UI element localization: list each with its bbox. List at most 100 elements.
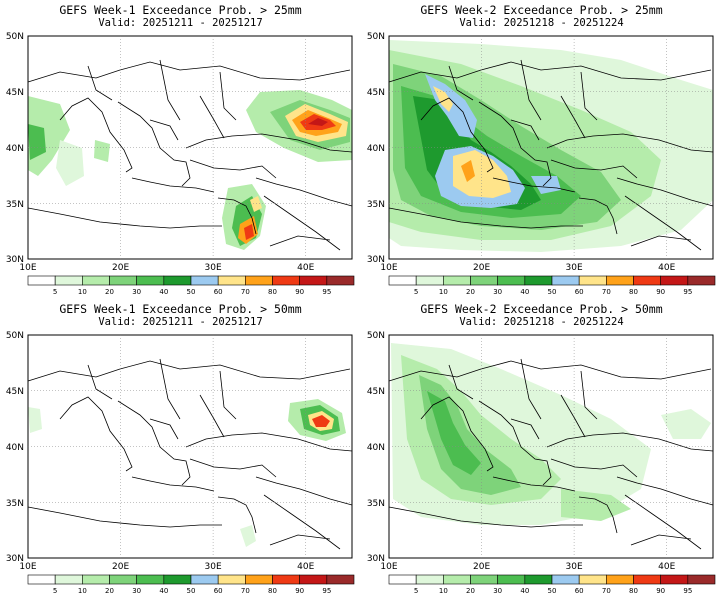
- colorbar-label: 90: [295, 587, 304, 595]
- colorbar-label: 50: [548, 587, 557, 595]
- colorbar-label: 40: [520, 587, 529, 595]
- map-week2-25mm: 50N 45N 40N 35N 30N 10E 20E 30E 40E 5 10 2…: [367, 32, 716, 296]
- colorbar-swatch: [190, 574, 219, 585]
- colorbar-swatch: [551, 574, 580, 585]
- colorbar-label: 5: [53, 288, 57, 296]
- lon-label: 40E: [297, 263, 314, 273]
- colorbar: 5 10 20 30 40 50 60 70 80 90 95: [27, 275, 355, 296]
- colorbar: 5 10 20 30 40 50 60 70 80 90 95: [27, 574, 355, 595]
- colorbar-swatch: [524, 275, 553, 286]
- lon-labels: 10E 20E 30E 40E: [380, 263, 675, 273]
- panel-valid-dates: Valid: 20251218 - 20251224: [459, 316, 624, 328]
- lat-label: 40N: [6, 443, 24, 453]
- graticule: [389, 335, 713, 558]
- colorbar-swatch: [524, 574, 553, 585]
- lat-label: 30N: [367, 554, 385, 564]
- colorbar-swatch: [326, 574, 355, 585]
- colorbar-label: 80: [629, 288, 638, 296]
- lat-labels: 50N 45N 40N 35N 30N: [6, 331, 24, 564]
- colorbar-swatch: [136, 275, 165, 286]
- lat-label: 45N: [367, 387, 385, 397]
- lat-labels: 50N 45N 40N 35N 30N: [367, 32, 385, 265]
- colorbar-swatch: [326, 275, 355, 286]
- colorbar-swatch: [190, 275, 219, 286]
- colorbar-swatch: [443, 275, 471, 286]
- colorbar-label: 10: [78, 587, 87, 595]
- colorbar-swatch: [633, 574, 661, 585]
- colorbar-label: 70: [241, 288, 250, 296]
- lat-label: 50N: [367, 331, 385, 341]
- lon-label: 10E: [380, 562, 397, 572]
- colorbar-label: 40: [159, 288, 168, 296]
- lat-label: 35N: [367, 499, 385, 509]
- lon-label: 40E: [658, 263, 675, 273]
- colorbar-swatch: [54, 275, 83, 286]
- lon-label: 10E: [19, 263, 36, 273]
- colorbar-swatch: [136, 574, 165, 585]
- lon-label: 20E: [112, 263, 129, 273]
- colorbar-label: 20: [466, 288, 475, 296]
- lat-label: 40N: [367, 144, 385, 154]
- graticule: [28, 36, 352, 259]
- colorbar-swatch: [388, 275, 417, 286]
- panel-week2-25mm: GEFS Week-2 Exceedance Prob. > 25mm Vali…: [361, 0, 722, 299]
- lon-label: 10E: [380, 263, 397, 273]
- colorbar-label: 40: [520, 288, 529, 296]
- lat-label: 45N: [6, 88, 24, 98]
- lon-label: 20E: [473, 562, 490, 572]
- coastlines-borders: [388, 358, 714, 550]
- colorbar-swatch: [497, 574, 526, 585]
- panel-title: GEFS Week-2 Exceedance Prob. > 25mm: [420, 3, 663, 17]
- map-week1-25mm: 50N 45N 40N 35N 30N 10E 20E 30E 40E 5 10 2…: [6, 32, 355, 296]
- colorbar-label: 60: [575, 288, 584, 296]
- colorbar-label: 10: [439, 587, 448, 595]
- panel-title: GEFS Week-1 Exceedance Prob. > 25mm: [59, 3, 302, 17]
- lat-label: 45N: [6, 387, 24, 397]
- colorbar-swatch: [217, 574, 246, 585]
- colorbar-label: 50: [187, 587, 196, 595]
- lon-label: 30E: [205, 562, 222, 572]
- colorbar-swatch: [443, 574, 471, 585]
- colorbar-swatch: [633, 275, 661, 286]
- lat-label: 50N: [6, 331, 24, 341]
- colorbar: 5 10 20 30 40 50 60 70 80 90 95: [388, 275, 716, 296]
- colorbar-label: 95: [322, 587, 331, 595]
- coastlines-borders: [27, 59, 353, 251]
- map-week1-50mm: 50N 45N 40N 35N 30N 10E 20E 30E 40E 5 10 2…: [6, 331, 355, 595]
- graticule: [389, 36, 713, 259]
- colorbar-swatch: [272, 275, 300, 286]
- colorbar-label: 70: [602, 288, 611, 296]
- lat-label: 35N: [6, 200, 24, 210]
- lon-label: 40E: [658, 562, 675, 572]
- colorbar-label: 70: [602, 587, 611, 595]
- lon-label: 40E: [297, 562, 314, 572]
- lon-labels: 10E 20E 30E 40E: [19, 562, 314, 572]
- colorbar-swatch: [163, 574, 192, 585]
- colorbar-label: 70: [241, 587, 250, 595]
- colorbar-swatch: [299, 574, 328, 585]
- panel-title: GEFS Week-2 Exceedance Prob. > 50mm: [420, 302, 663, 316]
- colorbar-swatch: [163, 275, 192, 286]
- graticule: [28, 335, 352, 558]
- colorbar-label: 50: [187, 288, 196, 296]
- coastlines-borders: [388, 59, 714, 251]
- lat-label: 30N: [367, 255, 385, 265]
- probability-shading: [28, 399, 346, 547]
- lat-label: 35N: [6, 499, 24, 509]
- lon-label: 10E: [19, 562, 36, 572]
- colorbar-swatch: [551, 275, 580, 286]
- colorbar-swatch: [217, 275, 246, 286]
- map-week2-50mm: 50N 45N 40N 35N 30N 10E 20E 30E 40E 5 10 2…: [367, 331, 716, 595]
- colorbar-swatch: [415, 275, 444, 286]
- probability-shading: [391, 343, 711, 525]
- colorbar-swatch: [109, 574, 137, 585]
- colorbar-swatch: [606, 275, 634, 286]
- colorbar-label: 95: [683, 288, 692, 296]
- colorbar-swatch: [415, 574, 444, 585]
- lat-label: 35N: [367, 200, 385, 210]
- colorbar-label: 60: [214, 288, 223, 296]
- lon-label: 30E: [566, 562, 583, 572]
- colorbar-swatch: [27, 574, 56, 585]
- colorbar-label: 10: [78, 288, 87, 296]
- probability-shading: [28, 90, 352, 250]
